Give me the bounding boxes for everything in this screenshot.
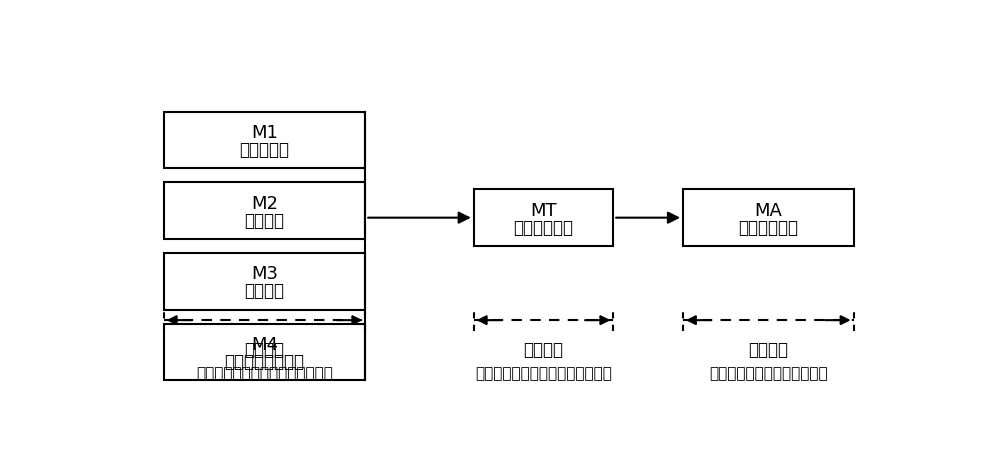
Text: 第一阶段: 第一阶段 xyxy=(244,341,285,359)
Text: M2: M2 xyxy=(251,195,278,213)
Bar xyxy=(164,253,365,309)
Text: 第二阶段: 第二阶段 xyxy=(524,341,564,359)
Text: MA: MA xyxy=(754,202,782,220)
Bar xyxy=(474,190,613,246)
Text: （汽车空调出风口装配阶段）: （汽车空调出风口装配阶段） xyxy=(709,366,828,381)
Text: （装配阶段）: （装配阶段） xyxy=(738,219,798,237)
Bar xyxy=(683,190,854,246)
Text: （储物盒外壳体）: （储物盒外壳体） xyxy=(224,353,304,371)
Text: M1: M1 xyxy=(251,124,278,142)
Text: M4: M4 xyxy=(251,336,278,354)
Text: MT: MT xyxy=(530,202,557,220)
Text: （汽车空调出风口零件运输阶段）: （汽车空调出风口零件运输阶段） xyxy=(475,366,612,381)
Text: （大面板）: （大面板） xyxy=(240,141,290,159)
Bar xyxy=(164,182,365,239)
Text: （壳体）: （壳体） xyxy=(244,282,285,301)
Bar xyxy=(164,324,365,380)
Text: （汽车空调出风口零件加工阶段）: （汽车空调出风口零件加工阶段） xyxy=(196,366,333,381)
Text: （运输阶段）: （运输阶段） xyxy=(514,219,574,237)
Text: M3: M3 xyxy=(251,265,278,284)
Text: （格栅）: （格栅） xyxy=(244,212,285,230)
Bar xyxy=(164,112,365,168)
Text: 第三阶段: 第三阶段 xyxy=(748,341,788,359)
